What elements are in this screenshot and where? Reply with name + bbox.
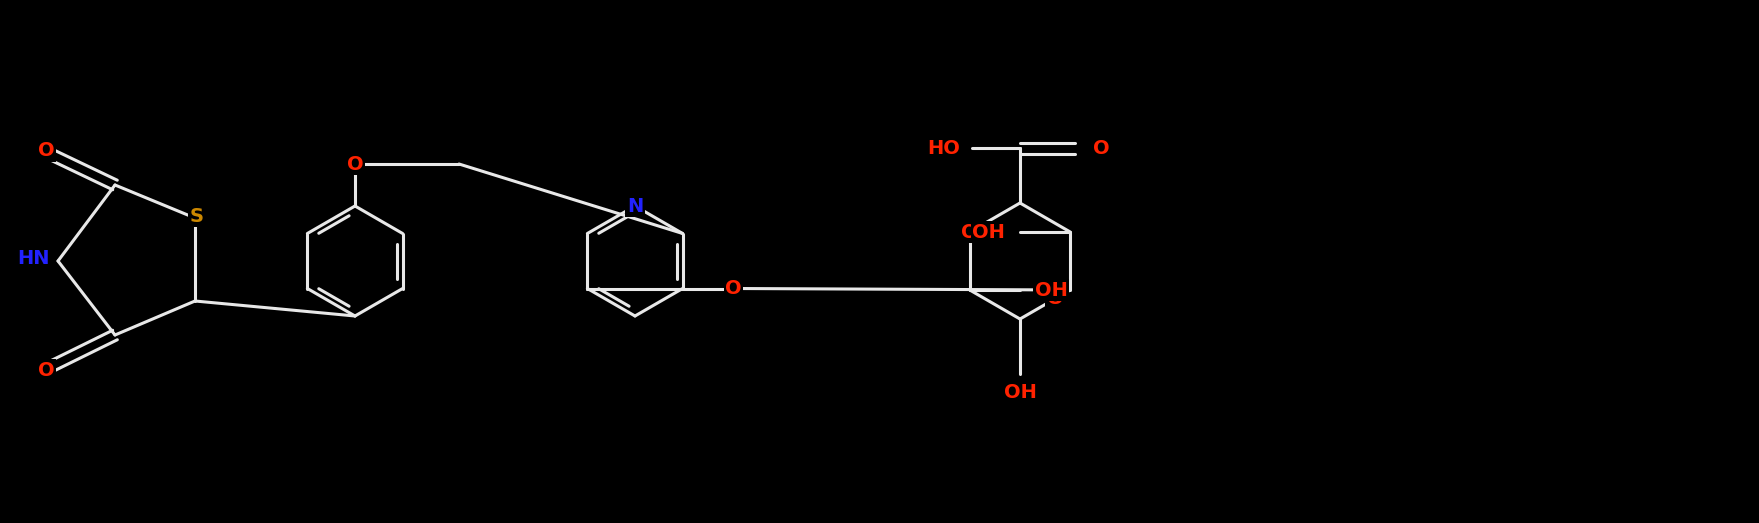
Text: O: O [725, 279, 742, 298]
Text: O: O [1047, 289, 1064, 308]
Text: O: O [962, 222, 978, 242]
Text: O: O [1092, 139, 1110, 157]
Text: OH: OH [973, 222, 1004, 242]
Text: HN: HN [18, 249, 49, 268]
Text: N: N [626, 197, 644, 215]
Text: O: O [37, 142, 55, 161]
Text: HO: HO [927, 139, 960, 157]
Text: O: O [37, 360, 55, 380]
Text: OH: OH [1034, 280, 1068, 300]
Text: OH: OH [1004, 382, 1036, 402]
Text: O: O [347, 154, 364, 174]
Text: S: S [190, 207, 204, 225]
